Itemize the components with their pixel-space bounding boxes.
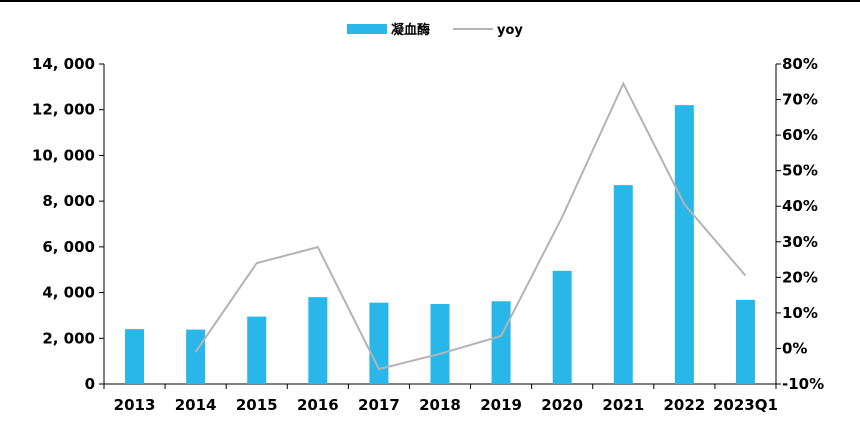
right-tick-label: 50% xyxy=(782,162,818,180)
right-tick-label: 0% xyxy=(782,339,807,357)
yoy-line xyxy=(194,81,747,371)
right-tick-label: -10% xyxy=(782,375,824,393)
right-tick-label: 30% xyxy=(782,233,818,251)
bar xyxy=(125,329,145,384)
x-tick-label: 2022 xyxy=(663,396,705,414)
bar xyxy=(247,316,267,384)
x-tick-label: 2021 xyxy=(602,396,644,414)
left-tick-label: 12, 000 xyxy=(32,101,95,119)
left-tick-label: 6, 000 xyxy=(42,238,95,256)
bar-series xyxy=(125,105,755,385)
x-tick-label: 2017 xyxy=(358,396,400,414)
left-tick-label: 8, 000 xyxy=(42,192,95,210)
line-series xyxy=(194,81,747,371)
bar xyxy=(430,304,450,384)
left-tick-label: 4, 000 xyxy=(42,284,95,302)
right-tick-label: 80% xyxy=(782,55,818,73)
tick-labels: 0 2, 000 4, 000 6, 000 8, 000 10, 000 12, 000 1… xyxy=(32,55,824,414)
x-tick-label: 2016 xyxy=(297,396,339,414)
right-tick-label: 10% xyxy=(782,304,818,322)
legend-label-bar: 凝血酶 xyxy=(391,22,430,38)
bar xyxy=(613,185,633,384)
right-tick-label: 70% xyxy=(782,91,818,109)
legend-swatch-bar xyxy=(347,24,387,34)
right-tick-label: 20% xyxy=(782,268,818,286)
bar xyxy=(674,105,694,385)
x-tick-label: 2019 xyxy=(480,396,522,414)
left-tick-label: 14, 000 xyxy=(32,55,95,73)
legend-label-line: yoy xyxy=(497,23,523,38)
x-tick-label: 2020 xyxy=(541,396,583,414)
bar xyxy=(491,301,511,384)
bar xyxy=(186,329,206,384)
bar xyxy=(308,297,328,384)
x-tick-label: 2015 xyxy=(236,396,278,414)
bar xyxy=(369,302,389,384)
x-tick-label: 2023Q1 xyxy=(713,396,778,414)
legend: 凝血酶 yoy xyxy=(347,22,523,38)
top-rule xyxy=(0,0,860,2)
left-tick-label: 2, 000 xyxy=(42,329,95,347)
left-tick-label: 10, 000 xyxy=(32,146,95,164)
bar xyxy=(552,270,572,384)
left-tick-label: 0 xyxy=(85,375,95,393)
x-tick-label: 2014 xyxy=(175,396,217,414)
bar xyxy=(735,299,755,384)
x-tick-label: 2018 xyxy=(419,396,461,414)
right-tick-label: 40% xyxy=(782,197,818,215)
x-tick-label: 2013 xyxy=(114,396,156,414)
right-tick-label: 60% xyxy=(782,126,818,144)
